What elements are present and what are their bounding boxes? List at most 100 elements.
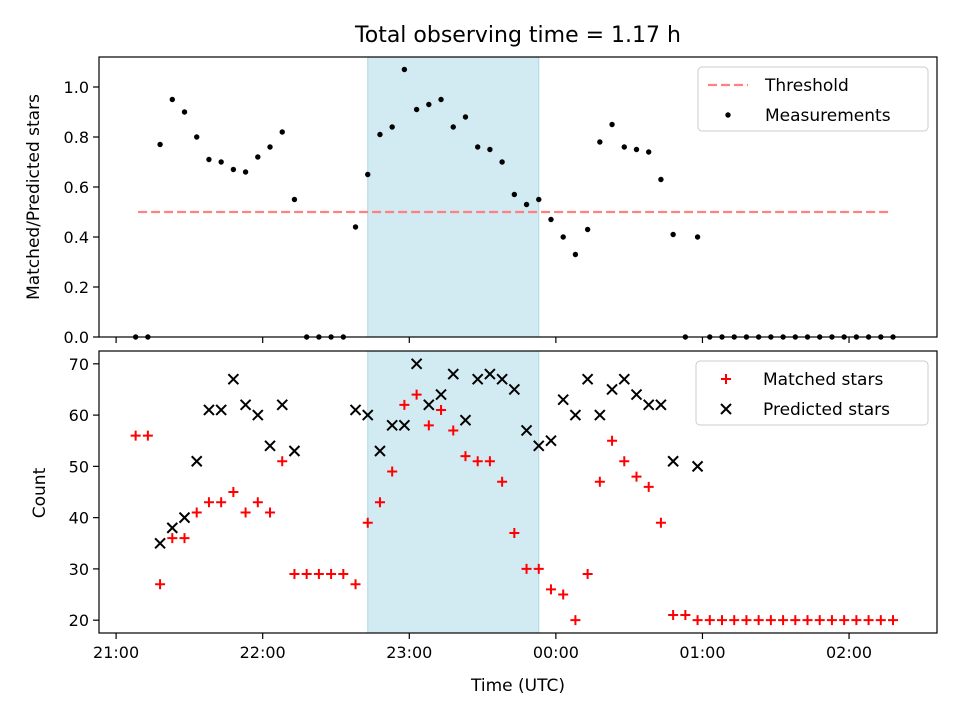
matched-star-point bbox=[558, 589, 569, 600]
matched-star-point bbox=[448, 425, 459, 436]
matched-star-point bbox=[668, 610, 679, 621]
matched-star-point bbox=[240, 507, 251, 518]
predicted-star-point bbox=[508, 383, 521, 396]
x-axis-label: Time (UTC) bbox=[470, 676, 565, 696]
matched-star-point bbox=[851, 615, 862, 626]
x-tick-label: 00:00 bbox=[533, 643, 579, 662]
figure-title: Total observing time = 1.17 h bbox=[354, 23, 681, 48]
measurement-point bbox=[536, 196, 542, 203]
matched-star-point bbox=[814, 615, 825, 626]
matched-star-point bbox=[802, 615, 813, 626]
measurement-point bbox=[242, 169, 249, 175]
measurement-point bbox=[560, 234, 566, 240]
legend-matched-swatch bbox=[721, 374, 731, 384]
predicted-star-point bbox=[459, 414, 472, 426]
predicted-star-point bbox=[239, 399, 252, 411]
predicted-star-point bbox=[423, 399, 435, 411]
matched-star-point bbox=[326, 569, 337, 580]
measurement-point bbox=[365, 171, 371, 178]
y-tick-label: 0.2 bbox=[64, 278, 89, 297]
matched-star-point bbox=[765, 615, 776, 626]
matched-star-point bbox=[130, 430, 141, 441]
measurement-point bbox=[255, 154, 261, 160]
top-y-axis-label: Matched/Predicted stars bbox=[24, 94, 44, 300]
matched-star-point bbox=[594, 476, 605, 487]
bottom-y-axis-label: Count bbox=[30, 467, 50, 518]
matched-star-point bbox=[265, 507, 276, 518]
measurement-point bbox=[584, 226, 591, 233]
predicted-star-point bbox=[606, 383, 618, 396]
measurement-point bbox=[169, 96, 175, 103]
predicted-star-point bbox=[374, 445, 386, 457]
matched-star-point bbox=[277, 456, 288, 467]
measurement-point bbox=[633, 146, 640, 153]
predicted-star-point bbox=[178, 511, 191, 524]
axes-frame bbox=[98, 56, 938, 338]
matched-star-point bbox=[790, 615, 801, 626]
matched-star-point bbox=[741, 615, 752, 626]
predicted-star-point bbox=[471, 373, 484, 385]
predicted-star-point bbox=[435, 388, 447, 401]
matched-star-point bbox=[521, 563, 532, 574]
predicted-star-point bbox=[533, 440, 545, 452]
measurement-point bbox=[389, 124, 395, 130]
measurement-point bbox=[206, 156, 212, 163]
predicted-star-point bbox=[166, 522, 179, 534]
legend-label: Threshold bbox=[764, 76, 849, 96]
measurement-point bbox=[670, 231, 676, 238]
matched-star-point bbox=[191, 507, 202, 518]
matched-star-point bbox=[374, 497, 385, 508]
legend-predicted-swatch bbox=[720, 403, 732, 415]
matched-star-point bbox=[228, 487, 239, 497]
x-tick-label: 23:00 bbox=[386, 643, 432, 662]
matched-star-point bbox=[216, 497, 227, 508]
measurement-point bbox=[572, 251, 579, 258]
matched-star-point bbox=[203, 497, 214, 508]
legend-box bbox=[695, 360, 929, 426]
observing-span bbox=[367, 56, 540, 338]
y-tick-label: 40 bbox=[69, 509, 89, 528]
matched-star-point bbox=[582, 569, 593, 580]
matched-star-point bbox=[301, 569, 312, 580]
measurement-point bbox=[413, 106, 420, 113]
measurement-point bbox=[230, 166, 237, 173]
measurement-point bbox=[194, 134, 200, 140]
x-tick-label: 22:00 bbox=[240, 643, 286, 662]
x-tick-label: 01:00 bbox=[679, 643, 725, 662]
measurement-point bbox=[511, 191, 518, 198]
legend-label: Matched stars bbox=[763, 370, 883, 390]
ratio-panel: 0.0 0.2 0.4 0.6 0.8 1.0 Threshold Measurements bbox=[64, 56, 938, 347]
measurement-point bbox=[377, 131, 383, 138]
y-tick-label: 1.0 bbox=[64, 78, 89, 97]
matched-star-point bbox=[680, 610, 691, 621]
measurement-point bbox=[450, 124, 456, 130]
measurement-point bbox=[218, 159, 224, 165]
matched-star-point bbox=[729, 615, 740, 626]
predicted-star-point bbox=[191, 455, 203, 467]
predicted-star-point bbox=[252, 409, 264, 421]
matched-star-point bbox=[570, 615, 581, 626]
matched-star-point bbox=[533, 563, 544, 574]
x-tick-label: 02:00 bbox=[826, 643, 872, 662]
measurement-point bbox=[609, 121, 615, 128]
predicted-star-point bbox=[386, 419, 398, 432]
measurement-point bbox=[157, 141, 163, 148]
legend-label: Measurements bbox=[765, 106, 891, 126]
matched-star-point bbox=[436, 404, 447, 415]
matched-star-point bbox=[509, 528, 520, 539]
matched-star-point bbox=[411, 389, 422, 400]
y-tick-label: 0.0 bbox=[64, 328, 89, 347]
measurement-point bbox=[438, 96, 444, 103]
predicted-star-point bbox=[154, 537, 166, 549]
predicted-star-point bbox=[581, 373, 594, 385]
y-tick-label: 0.6 bbox=[64, 178, 89, 197]
matched-star-point bbox=[484, 456, 495, 467]
measurement-point bbox=[658, 176, 664, 183]
predicted-star-point bbox=[667, 455, 679, 467]
matched-star-point bbox=[313, 569, 324, 580]
predicted-star-point bbox=[545, 435, 557, 447]
matched-star-point bbox=[692, 615, 703, 626]
axes-frame bbox=[98, 350, 938, 634]
matched-star-point bbox=[643, 481, 654, 492]
